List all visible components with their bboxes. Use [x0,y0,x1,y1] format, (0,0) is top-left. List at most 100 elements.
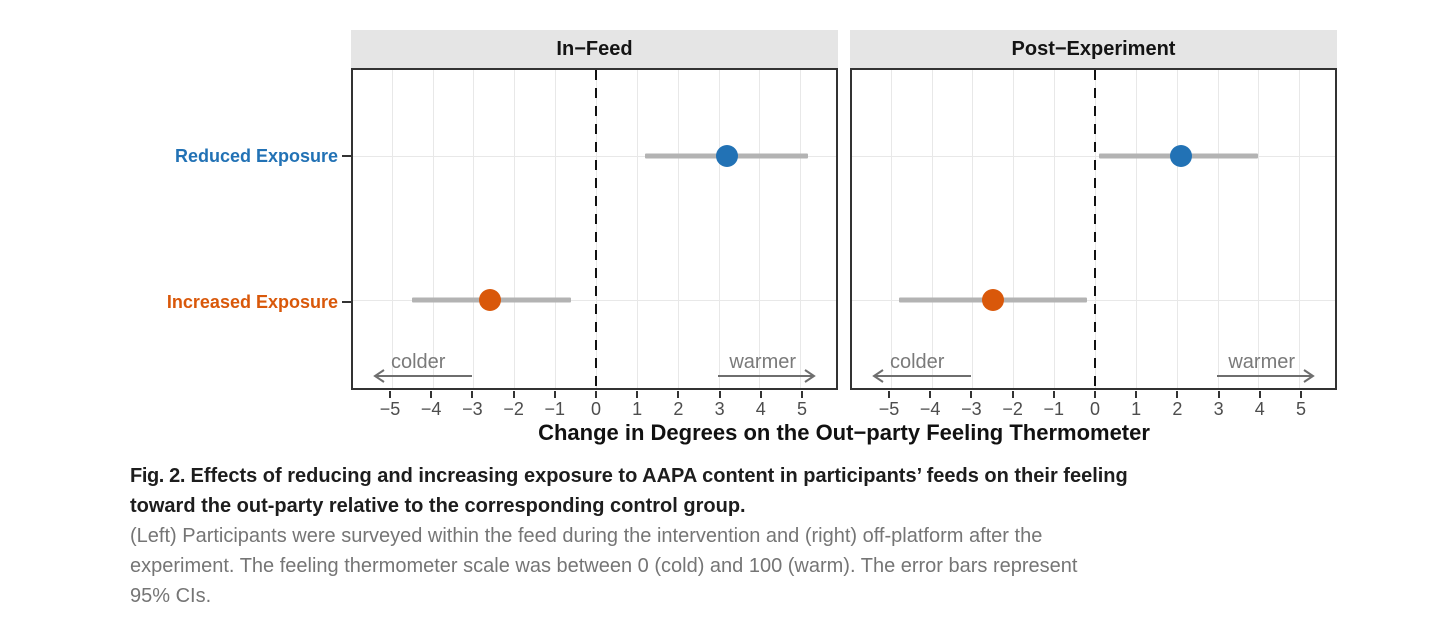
x-tick-mark [471,391,474,398]
x-tick-mark [636,391,639,398]
x-tick-mark [801,391,803,398]
caption-gray-line1: (Left) Participants were surveyed within… [130,525,1043,547]
point-estimate-increased-exposure [981,289,1004,312]
y-label-reduced-exposure: Reduced Exposure [174,146,338,166]
gridline-vertical [555,70,557,388]
x-tick-label: 1 [632,399,643,419]
gridline-vertical [473,70,475,388]
x-tick-mark [1176,391,1179,398]
warmer-arrow-icon [718,369,817,383]
plot-area-post-experiment: colder warmer [850,68,1337,390]
x-tick-label: 0 [590,399,601,419]
y-axis-tick [342,155,351,157]
x-axis-in-feed: −5 −4 −3 −2 −1 0 1 2 3 4 5 [351,390,838,435]
plot-area-in-feed: colder warmer [351,68,838,390]
x-tick-label: −3 [462,399,483,419]
caption-figure-label: Fig. 2. [130,465,185,487]
gridline-vertical [677,70,679,388]
gridline-horizontal [353,155,836,157]
x-tick-label: 4 [1254,399,1265,419]
gridline-horizontal [353,300,836,302]
zero-reference-line [594,70,597,388]
caption-gray-line2: experiment. The feeling thermometer scal… [130,555,1078,577]
caption-bold-text1: Effects of reducing and increasing expos… [190,465,1128,487]
x-tick-label: 2 [1172,399,1183,419]
gridline-vertical [1054,70,1056,388]
warmer-annotation-label: warmer [729,351,797,373]
x-tick-label: −2 [503,399,524,419]
x-tick-mark [1093,391,1096,398]
gridline-horizontal [852,155,1335,157]
gridline-vertical [890,70,892,388]
x-axis-title: Change in Degrees on the Out−party Feeli… [538,420,1150,445]
x-tick-label: −4 [919,399,941,419]
gridline-horizontal [852,300,1335,302]
zero-reference-line [1093,70,1096,388]
y-label-increased-exposure: Increased Exposure [166,292,338,312]
x-tick-label: −1 [1043,399,1065,419]
panel-title-in-feed: In−Feed [351,30,838,68]
caption-bold-line2: toward the out-party relative to the cor… [130,495,746,517]
gridline-vertical [759,70,761,388]
colder-annotation-label: colder [390,351,446,373]
x-tick-mark [718,391,721,398]
x-tick-mark [1052,391,1055,398]
gridline-vertical [1217,70,1219,388]
gridline-vertical [514,70,516,388]
colder-arrow-icon [373,369,473,383]
gridline-vertical [636,70,638,388]
x-tick-label: 5 [1295,399,1307,419]
point-estimate-reduced-exposure [715,144,738,167]
x-tick-mark [677,391,680,398]
gridline-vertical [1013,70,1015,388]
point-estimate-increased-exposure [478,289,501,312]
gridline-vertical [432,70,434,388]
colder-arrow-icon [872,369,972,383]
x-tick-label: −1 [544,399,566,419]
gridline-vertical [1258,70,1260,388]
x-tick-mark [1135,391,1138,398]
y-axis-tick [342,301,351,303]
x-tick-mark [887,391,890,398]
x-tick-mark [553,391,556,398]
x-tick-mark [594,391,597,398]
x-tick-label: −3 [961,399,982,419]
x-tick-label: 2 [673,399,684,419]
gridline-vertical [1176,70,1178,388]
gridline-vertical [391,70,393,388]
point-estimate-reduced-exposure [1169,144,1192,167]
x-tick-mark [759,391,762,398]
panel-in-feed: In−Feed colder warmer −5 −4 −3 −2 −1 0 1 2 3 4 5 [351,30,838,419]
colder-annotation-label: colder [889,351,945,373]
caption-gray-line3: 95% CIs. [130,585,212,607]
gridline-vertical [931,70,933,388]
gridline-vertical [1135,70,1137,388]
x-tick-mark [929,391,932,398]
x-tick-label: −5 [878,399,900,419]
x-tick-mark [1217,391,1220,398]
x-tick-label: 0 [1089,399,1100,419]
x-tick-label: −4 [420,399,442,419]
x-tick-label: 4 [755,399,766,419]
gridline-vertical [800,70,802,388]
panel-title-post-experiment: Post−Experiment [850,30,1337,68]
x-tick-label: −5 [379,399,401,419]
figure-caption: Fig. 2. Effects of reducing and increasi… [130,461,1350,611]
x-tick-mark [388,391,391,398]
gridline-vertical [1299,70,1301,388]
x-tick-mark [1011,391,1014,398]
x-tick-mark [512,391,515,398]
warmer-arrow-icon [1217,369,1316,383]
caption-bold-line1: Fig. 2. Effects of reducing and increasi… [130,461,1350,491]
panel-post-experiment: Post−Experiment colder warmer −5 −4 −3 −2 −1 0… [850,30,1337,419]
x-tick-label: 1 [1131,399,1142,419]
x-tick-label: 3 [714,399,725,419]
x-tick-label: 3 [1213,399,1224,419]
x-tick-mark [1258,391,1261,398]
x-axis-post-experiment: −5 −4 −3 −2 −1 0 1 2 3 4 5 [850,390,1337,435]
x-tick-label: −2 [1002,399,1023,419]
warmer-annotation-label: warmer [1228,351,1296,373]
gridline-vertical [718,70,720,388]
x-tick-label: 5 [796,399,808,419]
